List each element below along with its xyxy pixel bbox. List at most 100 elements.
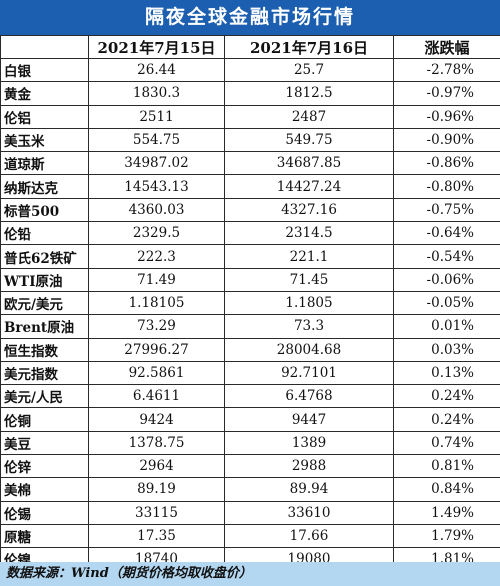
table-row: 道琼斯 34987.02 34687.85 -0.86% [0,151,500,176]
table-row: 原糖 17.35 17.66 1.79% [0,523,500,549]
row-change: 1.79% [393,523,500,549]
row-name: Brent原油 [0,314,89,339]
row-value-d15: 9424 [88,407,225,432]
row-name: 道琼斯 [0,151,89,176]
row-value-d15: 73.29 [88,314,225,339]
source-note: 数据来源：Wind（期货价格均取收盘价） [0,562,500,586]
row-value-d15: 2329.5 [88,221,225,246]
table-row: 普氏62铁矿 222.3 221.1 -0.54% [0,244,500,269]
table-title: 隔夜全球金融市场行情 [0,0,500,35]
row-value-d15: 92.5861 [88,360,225,386]
row-name: 美棉 [0,477,89,502]
row-name: 伦铅 [0,221,89,246]
row-change: -0.64% [393,221,500,246]
row-value-d15: 2511 [88,104,225,129]
row-name: 黄金 [0,81,89,106]
table-row: 美玉米 554.75 549.75 -0.90% [0,127,500,153]
table-row: 恒生指数 27996.27 28004.68 0.03% [0,337,500,362]
row-value-d16: 221.1 [224,244,394,269]
row-change: -0.97% [393,81,500,106]
header-row: 2021年7月15日 2021年7月16日 涨跌幅 [0,35,500,59]
row-value-d15: 1378.75 [88,430,225,456]
row-value-d15: 1830.3 [88,81,225,106]
row-change: 0.24% [393,384,500,409]
row-value-d15: 4360.03 [88,197,225,223]
table-row: 美豆 1378.75 1389 0.74% [0,430,500,456]
table-row: 伦锌 2964 2988 0.81% [0,454,500,479]
row-value-d15: 27996.27 [88,337,225,362]
row-value-d16: 17.66 [224,523,394,549]
row-name: 恒生指数 [0,337,89,362]
row-value-d16: 14427.24 [224,174,394,199]
market-data-table: 2021年7月15日 2021年7月16日 涨跌幅 白银 26.44 25.7 -2.… [0,35,500,572]
row-change: -0.06% [393,267,500,292]
row-value-d16: 25.7 [224,57,394,83]
row-value-d15: 71.49 [88,267,225,292]
row-value-d16: 92.7101 [224,360,394,386]
row-name: 普氏62铁矿 [0,244,89,269]
row-change: -0.90% [393,127,500,153]
row-value-d16: 33610 [224,500,394,525]
table-row: 伦铝 2511 2487 -0.96% [0,104,500,129]
row-change: -2.78% [393,57,500,83]
row-change: 0.74% [393,430,500,456]
row-name: 伦锡 [0,500,89,525]
row-change: -0.75% [393,197,500,223]
row-value-d16: 1812.5 [224,81,394,106]
row-value-d15: 6.4611 [88,384,225,409]
row-value-d16: 9447 [224,407,394,432]
row-name: 原糖 [0,523,89,549]
row-change: 0.03% [393,337,500,362]
row-value-d16: 4327.16 [224,197,394,223]
table-row: Brent原油 73.29 73.3 0.01% [0,314,500,339]
table-row: 白银 26.44 25.7 -2.78% [0,57,500,83]
row-change: 0.84% [393,477,500,502]
row-name: 伦锌 [0,454,89,479]
row-value-d15: 2964 [88,454,225,479]
table-row: 纳斯达克 14543.13 14427.24 -0.80% [0,174,500,199]
row-change: 0.01% [393,314,500,339]
row-value-d16: 2314.5 [224,221,394,246]
row-value-d16: 28004.68 [224,337,394,362]
table-row: 欧元/美元 1.18105 1.1805 -0.05% [0,290,500,316]
table-row: WTI原油 71.49 71.45 -0.06% [0,267,500,292]
header-change: 涨跌幅 [393,35,500,59]
row-value-d15: 1.18105 [88,290,225,316]
row-change: 1.49% [393,500,500,525]
row-name: 美玉米 [0,127,89,153]
row-name: 美元指数 [0,360,89,386]
row-name: 美豆 [0,430,89,456]
row-value-d15: 33115 [88,500,225,525]
row-change: 0.24% [393,407,500,432]
row-value-d15: 554.75 [88,127,225,153]
row-value-d16: 2988 [224,454,394,479]
row-value-d16: 1389 [224,430,394,456]
table-row: 伦锡 33115 33610 1.49% [0,500,500,525]
row-name: 欧元/美元 [0,290,89,316]
row-change: 0.13% [393,360,500,386]
row-change: -0.86% [393,151,500,176]
table-row: 标普500 4360.03 4327.16 -0.75% [0,197,500,223]
row-value-d16: 71.45 [224,267,394,292]
table-body: 白银 26.44 25.7 -2.78% 黄金 1830.3 1812.5 -0.97% 伦铝 2… [0,57,500,572]
row-value-d15: 34987.02 [88,151,225,176]
row-name: 伦铜 [0,407,89,432]
row-name: 标普500 [0,197,89,223]
row-value-d16: 34687.85 [224,151,394,176]
row-value-d15: 89.19 [88,477,225,502]
row-change: 0.81% [393,454,500,479]
table-row: 伦铜 9424 9447 0.24% [0,407,500,432]
table-row: 美元/人民 6.4611 6.4768 0.24% [0,384,500,409]
row-name: 美元/人民 [0,384,89,409]
row-value-d16: 73.3 [224,314,394,339]
row-value-d16: 549.75 [224,127,394,153]
table-row: 黄金 1830.3 1812.5 -0.97% [0,81,500,106]
row-change: -0.96% [393,104,500,129]
row-value-d15: 14543.13 [88,174,225,199]
row-name: WTI原油 [0,267,89,292]
row-name: 伦铝 [0,104,89,129]
table-row: 美元指数 92.5861 92.7101 0.13% [0,360,500,386]
header-date-1: 2021年7月15日 [88,35,225,59]
row-value-d15: 222.3 [88,244,225,269]
